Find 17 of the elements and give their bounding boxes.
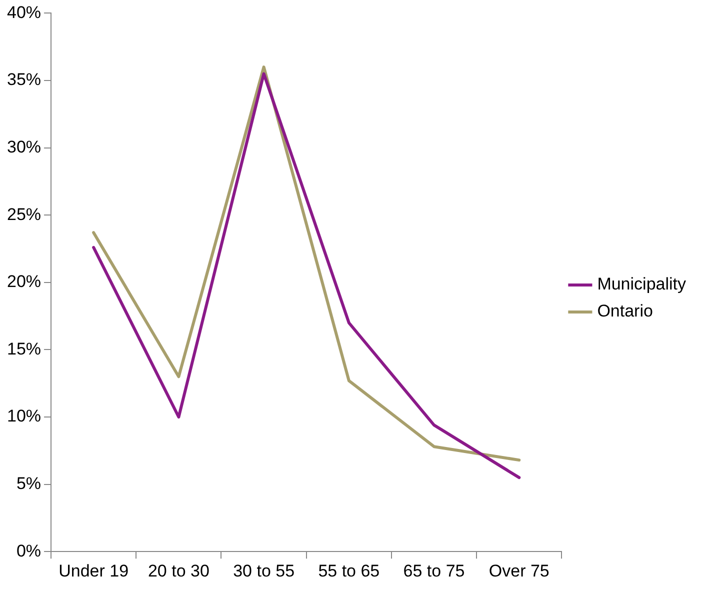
- x-tick-label: Over 75: [488, 561, 550, 580]
- y-tick-label: 15%: [6, 339, 42, 358]
- x-tick-label: Under 19: [58, 561, 129, 580]
- y-tick-label: 10%: [6, 406, 42, 426]
- y-tick-label: 35%: [6, 70, 42, 90]
- y-tick-label: 30%: [6, 137, 42, 156]
- x-tick-label: 65 to 75: [403, 561, 465, 580]
- x-tick-label: 30 to 55: [233, 561, 295, 580]
- y-tick-label: 0%: [16, 541, 42, 560]
- legend-label: Municipality: [597, 274, 686, 294]
- y-tick-label: 25%: [6, 204, 42, 224]
- legend-label: Ontario: [597, 302, 653, 321]
- x-tick-label: 20 to 30: [148, 561, 210, 580]
- y-tick-label: 40%: [6, 2, 42, 22]
- y-tick-label: 5%: [16, 474, 42, 493]
- x-tick-label: 55 to 65: [318, 561, 380, 580]
- y-tick-label: 20%: [6, 272, 42, 292]
